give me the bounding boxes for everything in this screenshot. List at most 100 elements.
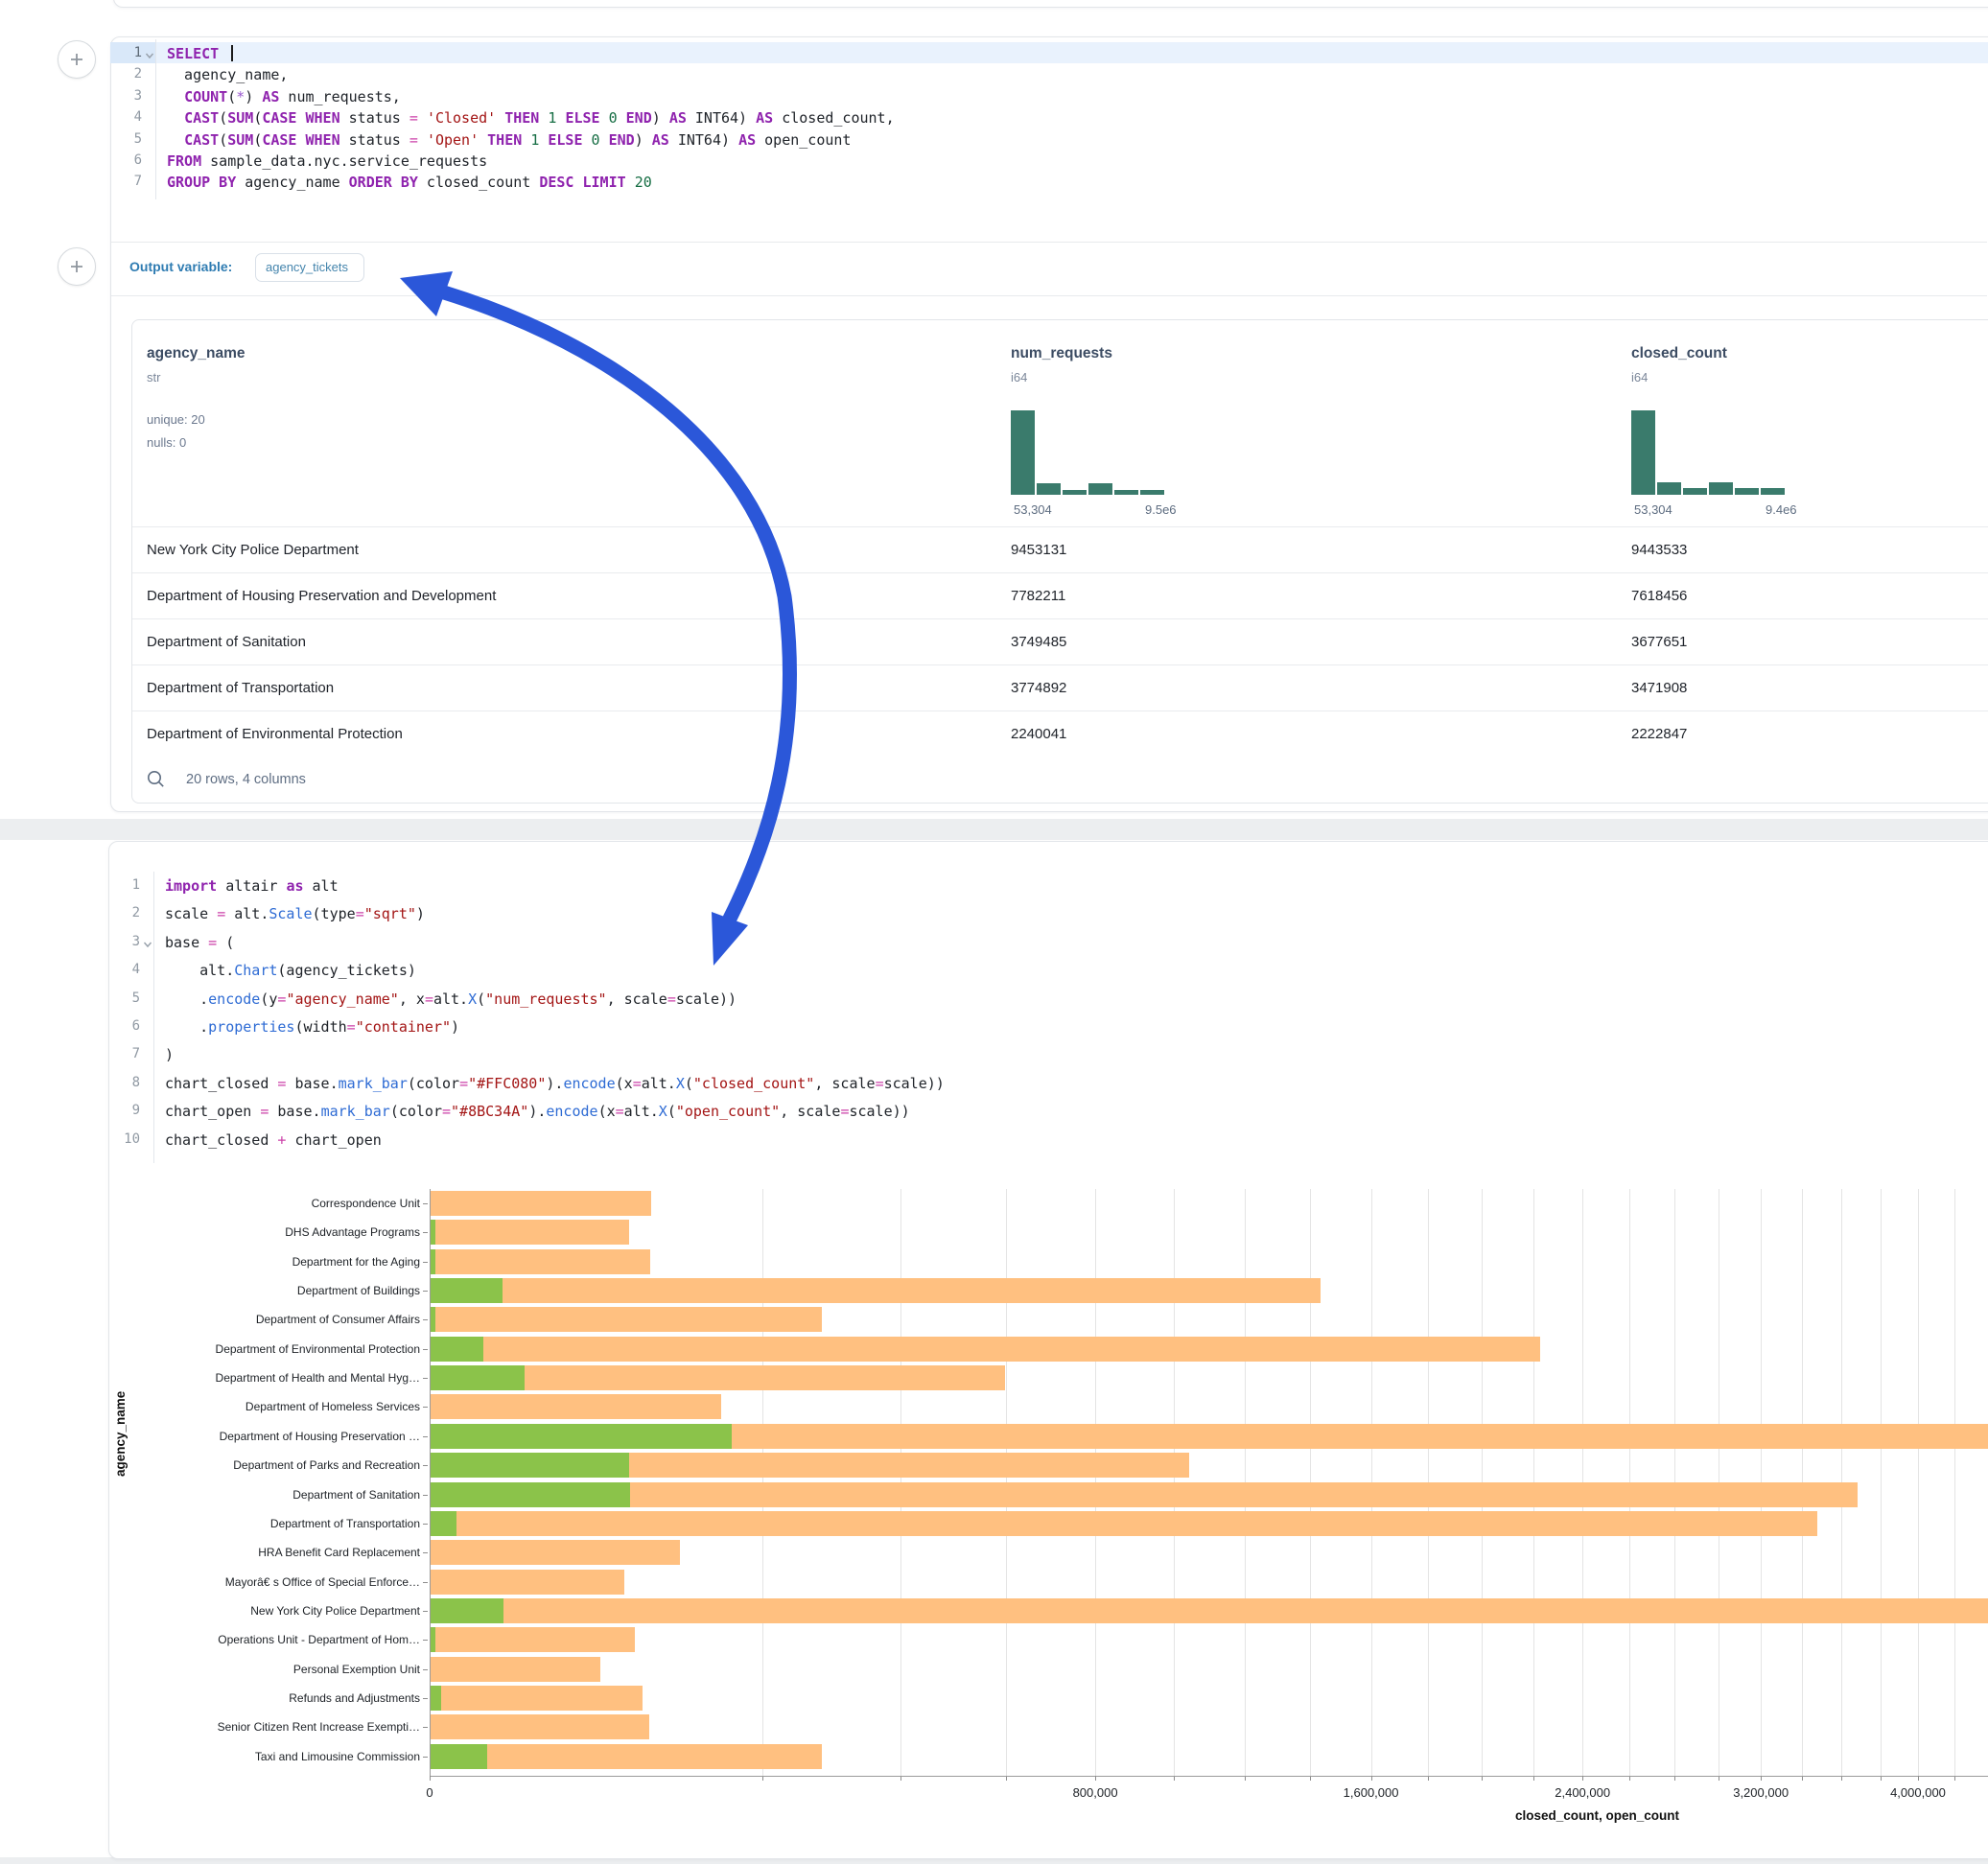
code-line[interactable]: .properties(width="container") bbox=[165, 1018, 459, 1036]
code-token: "num_requests" bbox=[485, 990, 607, 1008]
code-token bbox=[600, 109, 609, 127]
code-token: X bbox=[675, 1074, 685, 1092]
code-token: = bbox=[409, 130, 418, 149]
code-token: scale)) bbox=[883, 1074, 945, 1092]
code-line[interactable]: alt.Chart(agency_tickets) bbox=[165, 962, 416, 979]
code-token: , x bbox=[398, 990, 425, 1008]
table-cell: Department of Sanitation bbox=[147, 634, 306, 650]
code-token: ) bbox=[165, 1046, 175, 1064]
active-line-gutter bbox=[110, 42, 155, 64]
code-token: AS bbox=[651, 130, 669, 149]
code-line[interactable]: GROUP BY agency_name ORDER BY closed_cou… bbox=[167, 174, 652, 191]
code-token: ( bbox=[253, 109, 263, 128]
code-token bbox=[496, 109, 504, 127]
code-token bbox=[167, 88, 184, 105]
table-cell: Department of Transportation bbox=[147, 680, 335, 696]
code-token: , scale bbox=[780, 1103, 841, 1121]
table-row[interactable]: Department of Sanitation 3749485 3677651 bbox=[132, 618, 1988, 665]
code-token: * bbox=[236, 87, 246, 105]
code-token: CAST bbox=[184, 130, 220, 149]
code-token: "#FFC080" bbox=[468, 1074, 547, 1092]
add-cell-button[interactable] bbox=[58, 40, 96, 79]
line-number: 6 bbox=[133, 152, 142, 168]
fold-chevron-icon[interactable] bbox=[145, 52, 154, 59]
code-line[interactable]: FROM sample_data.nyc.service_requests bbox=[167, 152, 487, 170]
code-line[interactable]: chart_open = base.mark_bar(color="#8BC34… bbox=[165, 1103, 910, 1120]
table-cell: 2240041 bbox=[1011, 726, 1067, 742]
code-token: SELECT bbox=[167, 45, 220, 62]
line-number: 10 bbox=[124, 1130, 140, 1147]
code-token: closed_count, bbox=[773, 109, 895, 128]
python-editor[interactable]: 1 import altair as alt 2 scale = alt.Scale(… bbox=[108, 841, 1988, 1167]
code-token: (x bbox=[597, 1103, 616, 1121]
column-header[interactable]: num_requests bbox=[1011, 345, 1112, 361]
histogram-bar bbox=[1631, 410, 1655, 495]
column-stat: unique: 20 bbox=[147, 412, 205, 427]
search-icon[interactable] bbox=[146, 769, 167, 790]
code-token: (y bbox=[260, 990, 278, 1008]
code-token: CASE bbox=[262, 130, 297, 149]
code-line[interactable]: import altair as alt bbox=[165, 877, 339, 895]
histogram-bar bbox=[1735, 487, 1759, 495]
table-row[interactable]: New York City Police Department 9453131 94… bbox=[132, 526, 1988, 573]
code-token: (color bbox=[407, 1074, 460, 1092]
code-line[interactable]: chart_closed + chart_open bbox=[165, 1131, 382, 1149]
code-token: base. bbox=[286, 1074, 339, 1092]
table-row[interactable]: Department of Environmental Protection 22… bbox=[132, 711, 1988, 757]
output-variable-pill[interactable]: agency_tickets bbox=[255, 253, 364, 282]
line-number: 3 bbox=[131, 933, 140, 949]
code-token: + bbox=[277, 1130, 287, 1149]
code-line[interactable]: COUNT(*) AS num_requests, bbox=[167, 88, 401, 105]
line-number: 1 bbox=[131, 877, 140, 893]
table-row[interactable]: Department of Transportation 3774892 34719… bbox=[132, 664, 1988, 711]
code-line[interactable]: base = ( bbox=[165, 934, 234, 951]
table-row[interactable]: Department of Housing Preservation and D… bbox=[132, 572, 1988, 619]
code-line[interactable]: agency_name, bbox=[167, 66, 288, 83]
table-cell: 7782211 bbox=[1011, 588, 1066, 604]
line-number: 6 bbox=[131, 1018, 140, 1034]
code-token: = bbox=[277, 1074, 287, 1092]
column-histogram bbox=[1011, 410, 1164, 495]
histogram-bar bbox=[1140, 489, 1164, 495]
code-token: ( bbox=[217, 933, 235, 951]
code-token: ( bbox=[684, 1074, 693, 1092]
code-token: "closed_count" bbox=[692, 1074, 815, 1092]
code-token bbox=[618, 109, 626, 127]
column-header[interactable]: closed_count bbox=[1631, 345, 1727, 361]
code-line[interactable]: chart_closed = base.mark_bar(color="#FFC… bbox=[165, 1075, 945, 1092]
output-variable-label: Output variable: bbox=[129, 259, 233, 274]
code-token: "open_count" bbox=[675, 1103, 781, 1121]
table-cell: 2222847 bbox=[1631, 726, 1688, 742]
code-token: 0 bbox=[591, 130, 600, 149]
column-header[interactable]: agency_name bbox=[147, 345, 246, 361]
fold-chevron-icon[interactable] bbox=[143, 941, 152, 948]
row-count-label: 20 rows, 4 columns bbox=[186, 772, 306, 787]
code-token: = bbox=[208, 933, 218, 951]
code-token: = bbox=[615, 1103, 624, 1121]
code-token: ) bbox=[451, 1018, 460, 1036]
code-token: . bbox=[165, 990, 209, 1008]
line-number: 9 bbox=[131, 1103, 140, 1119]
line-number: 4 bbox=[131, 962, 140, 978]
code-line[interactable]: CAST(SUM(CASE WHEN status = 'Closed' THE… bbox=[167, 109, 895, 127]
code-token: AS bbox=[262, 87, 280, 105]
add-cell-button[interactable] bbox=[58, 247, 96, 286]
code-token: AS bbox=[738, 130, 757, 149]
code-token: import bbox=[165, 877, 218, 895]
code-token: status bbox=[339, 130, 409, 149]
code-token: X bbox=[468, 990, 478, 1008]
code-token: chart_open bbox=[165, 1103, 261, 1121]
code-token: X bbox=[658, 1103, 667, 1121]
code-line[interactable]: scale = alt.Scale(type="sqrt") bbox=[165, 905, 425, 922]
code-line[interactable]: ) bbox=[165, 1046, 174, 1063]
code-token: encode bbox=[208, 990, 261, 1008]
code-line[interactable]: .encode(y="agency_name", x=alt.X("num_re… bbox=[165, 990, 737, 1008]
code-token: "container" bbox=[355, 1018, 452, 1036]
code-token: "sqrt" bbox=[363, 905, 416, 923]
table-cell: 3749485 bbox=[1011, 634, 1067, 650]
code-line[interactable]: SELECT bbox=[167, 45, 234, 62]
code-token: (x bbox=[615, 1074, 633, 1092]
code-line[interactable]: CAST(SUM(CASE WHEN status = 'Open' THEN … bbox=[167, 131, 851, 149]
sql-editor[interactable]: 1 SELECT 2 agency_name, 3 COUNT(*) AS num_… bbox=[110, 36, 1988, 242]
code-token: = bbox=[875, 1074, 884, 1092]
